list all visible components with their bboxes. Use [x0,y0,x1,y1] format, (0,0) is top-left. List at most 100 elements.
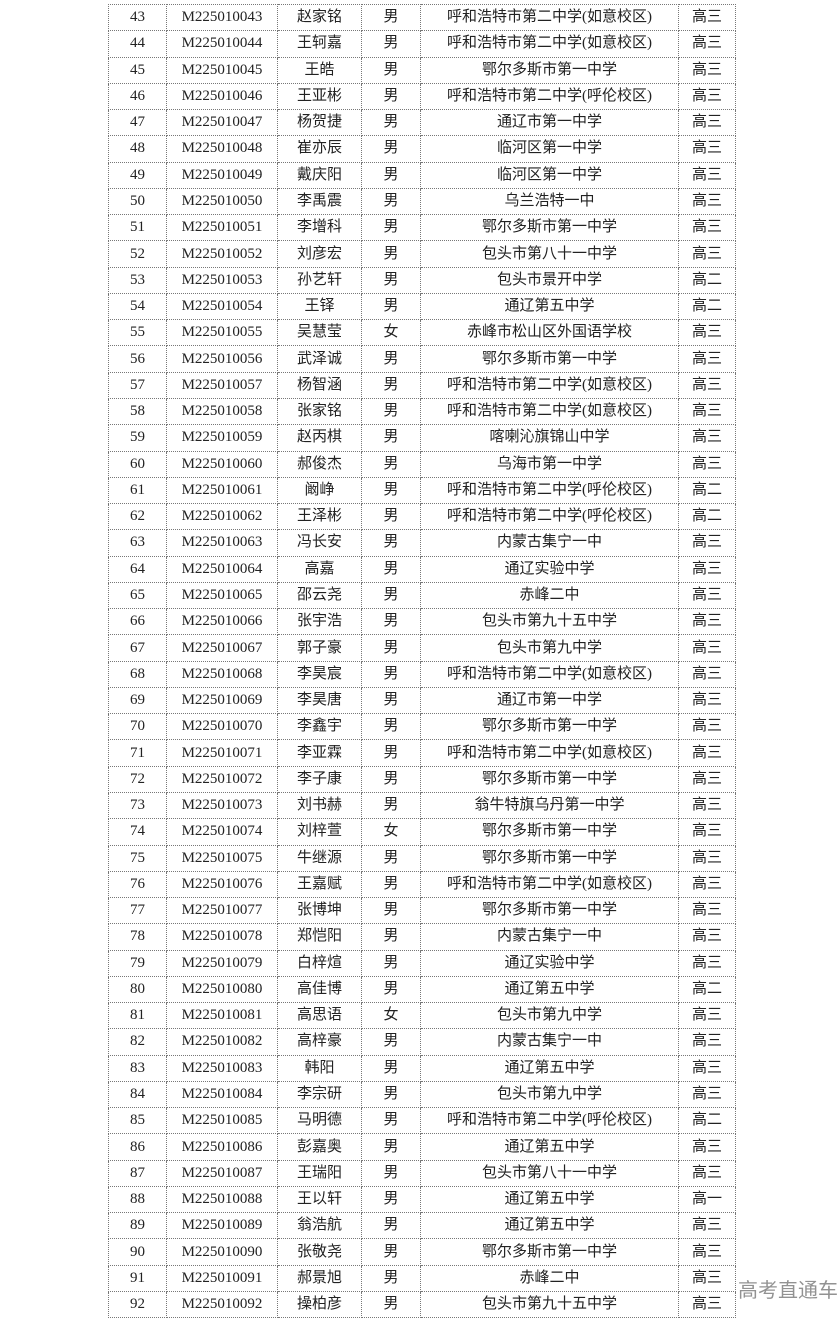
school-cell: 包头市第九十五中学 [420,1291,679,1319]
gender-cell: 男 [361,371,421,399]
row-number-cell: 89 [108,1212,167,1240]
school-cell: 内蒙古集宁一中 [420,923,679,951]
row-number-cell: 69 [108,686,167,715]
grade-cell: 高三 [678,214,736,242]
student-id-cell: M225010063 [166,529,278,557]
grade-cell: 高三 [678,319,736,347]
row-number-cell: 63 [108,529,167,557]
student-id-cell: M225010081 [166,1002,278,1030]
student-name-cell: 刘书赫 [277,791,362,820]
student-name-cell: 王轲嘉 [277,30,362,58]
student-id-cell: M225010073 [166,791,278,820]
gender-cell: 男 [361,424,421,452]
student-name-cell: 李禹震 [277,187,362,216]
grade-cell: 高二 [678,476,736,505]
gender-cell: 男 [361,1028,421,1056]
student-id-cell: M225010092 [166,1291,278,1319]
student-id-cell: M225010084 [166,1080,278,1109]
row-number-cell: 79 [108,949,167,977]
student-id-cell: M225010075 [166,844,278,872]
row-number-cell: 64 [108,555,167,583]
table-row: 84 M225010084 李宗研男包头市第九中学 高三 [108,1080,736,1109]
school-cell: 呼和浩特市第二中学(如意校区) [420,3,679,32]
gender-cell: 男 [361,608,421,636]
student-id-cell: M225010088 [166,1185,278,1214]
student-id-cell: M225010068 [166,660,278,688]
gender-cell: 女 [361,818,421,846]
student-id-cell: M225010048 [166,135,278,163]
grade-cell: 高三 [678,870,736,899]
school-cell: 呼和浩特市第二中学(呼伦校区) [420,503,679,531]
student-id-cell: M225010047 [166,109,278,137]
gender-cell: 男 [361,214,421,242]
school-cell: 翁牛特旗乌丹第一中学 [420,791,679,820]
school-cell: 鄂尔多斯市第一中学 [420,765,679,793]
school-cell: 鄂尔多斯市第一中学 [420,56,679,84]
student-id-cell: M225010083 [166,1054,278,1082]
gender-cell: 女 [361,319,421,347]
gender-cell: 男 [361,1054,421,1082]
table-row: 70 M225010070 李鑫宇男鄂尔多斯市第一中学 高三 [108,713,736,741]
school-cell: 鄂尔多斯市第一中学 [420,818,679,846]
table-row: 71 M225010071 李亚霖男呼和浩特市第二中学(如意校区) 高三 [108,739,736,767]
table-row: 76 M225010076 王嘉赋男呼和浩特市第二中学(如意校区) 高三 [108,870,736,899]
table-row: 81 M225010081 高思语女包头市第九中学 高三 [108,1002,736,1030]
grade-cell: 高三 [678,581,736,610]
grade-cell: 高三 [678,371,736,399]
table-row: 54 M225010054 王铎男通辽第五中学 高二 [108,292,736,321]
table-row: 85 M225010085 马明德男呼和浩特市第二中学(呼伦校区) 高二 [108,1107,736,1135]
row-number-cell: 44 [108,30,167,58]
school-cell: 赤峰市松山区外国语学校 [420,319,679,347]
school-cell: 呼和浩特市第二中学(呼伦校区) [420,476,679,505]
school-cell: 包头市第八十一中学 [420,240,679,268]
table-row: 57 M225010057 杨智涵男呼和浩特市第二中学(如意校区) 高三 [108,371,736,399]
grade-cell: 高三 [678,949,736,977]
row-number-cell: 48 [108,135,167,163]
school-cell: 通辽第五中学 [420,1212,679,1240]
row-number-cell: 53 [108,266,167,294]
school-cell: 包头市景开中学 [420,266,679,294]
student-name-cell: 郭子豪 [277,634,362,662]
grade-cell: 高三 [678,450,736,478]
row-number-cell: 84 [108,1080,167,1109]
student-name-cell: 郝景旭 [277,1264,362,1293]
gender-cell: 男 [361,897,421,925]
student-id-cell: M225010046 [166,82,278,111]
school-cell: 包头市第九十五中学 [420,608,679,636]
row-number-cell: 66 [108,608,167,636]
school-cell: 赤峰二中 [420,581,679,610]
student-name-cell: 彭嘉奥 [277,1133,362,1161]
grade-cell: 高三 [678,1080,736,1109]
grade-cell: 高三 [678,529,736,557]
student-name-cell: 郝俊杰 [277,450,362,478]
row-number-cell: 65 [108,581,167,610]
student-id-cell: M225010087 [166,1159,278,1187]
gender-cell: 男 [361,187,421,216]
student-id-cell: M225010065 [166,581,278,610]
gender-cell: 男 [361,1291,421,1319]
student-id-cell: M225010079 [166,949,278,977]
school-cell: 内蒙古集宁一中 [420,1028,679,1056]
row-number-cell: 59 [108,424,167,452]
grade-cell: 高三 [678,844,736,872]
student-id-cell: M225010086 [166,1133,278,1161]
table-row: 74 M225010074 刘梓萱女鄂尔多斯市第一中学 高三 [108,818,736,846]
table-row: 51 M225010051 李增科男鄂尔多斯市第一中学 高三 [108,214,736,242]
row-number-cell: 71 [108,739,167,767]
student-name-cell: 白梓煊 [277,949,362,977]
school-cell: 呼和浩特市第二中学(如意校区) [420,397,679,426]
student-name-cell: 赵丙棋 [277,424,362,452]
row-number-cell: 62 [108,503,167,531]
student-id-cell: M225010070 [166,713,278,741]
gender-cell: 男 [361,82,421,111]
gender-cell: 男 [361,1212,421,1240]
student-name-cell: 戴庆阳 [277,161,362,189]
student-name-cell: 吴慧莹 [277,319,362,347]
row-number-cell: 81 [108,1002,167,1030]
gender-cell: 男 [361,345,421,373]
grade-cell: 高三 [678,424,736,452]
student-name-cell: 王泽彬 [277,503,362,531]
student-id-cell: M225010069 [166,686,278,715]
gender-cell: 男 [361,397,421,426]
row-number-cell: 56 [108,345,167,373]
